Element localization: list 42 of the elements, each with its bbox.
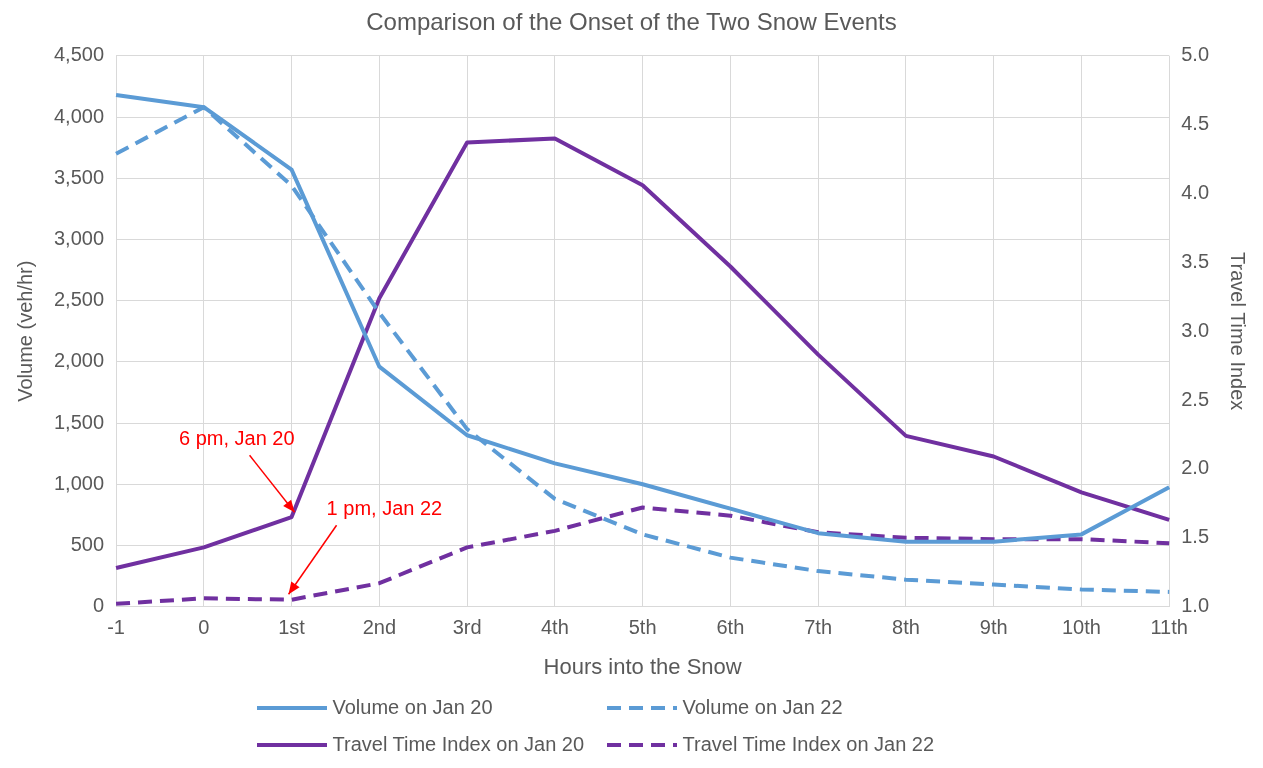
chart-title: Comparison of the Onset of the Two Snow Events bbox=[366, 8, 897, 36]
y2-tick-label: 4.5 bbox=[1181, 112, 1210, 135]
y2-tick-label: 1.5 bbox=[1181, 525, 1210, 548]
y2-tick-label: 4.0 bbox=[1181, 181, 1210, 204]
y2-tick-label: 5.0 bbox=[1181, 43, 1210, 66]
x-tick-label: 8th bbox=[892, 616, 920, 639]
x-tick-label: 7th bbox=[804, 616, 833, 639]
y2-tick-label: 3.5 bbox=[1181, 249, 1210, 272]
y-tick-label: 1,000 bbox=[53, 471, 105, 494]
legend-label: Travel Time Index on Jan 20 bbox=[332, 733, 585, 756]
y-tick-label: 2,000 bbox=[53, 349, 105, 372]
y-tick-label: 4,500 bbox=[53, 43, 105, 66]
y-tick-label: 3,000 bbox=[53, 226, 105, 249]
y-tick-label: 2,500 bbox=[53, 288, 105, 311]
x-tick-label: 6th bbox=[716, 616, 745, 639]
x-axis-title: Hours into the Snow bbox=[543, 653, 742, 679]
x-tick-label: 4th bbox=[540, 616, 569, 639]
legend-label: Volume on Jan 22 bbox=[682, 696, 843, 719]
legend-label: Travel Time Index on Jan 22 bbox=[682, 733, 935, 756]
x-tick-label: 5th bbox=[628, 616, 657, 639]
x-tick-label: 0 bbox=[198, 616, 210, 639]
x-tick-label: 11th bbox=[1150, 616, 1188, 639]
y-tick-label: 500 bbox=[70, 532, 105, 555]
x-tick-label: 9th bbox=[979, 616, 1008, 639]
y2-axis-title: Travel Time Index bbox=[1227, 252, 1250, 411]
y-tick-label: 0 bbox=[92, 594, 105, 617]
y2-tick-label: 3.0 bbox=[1181, 318, 1210, 341]
x-tick-label: 3rd bbox=[452, 616, 482, 639]
y-tick-label: 1,500 bbox=[53, 410, 105, 433]
y-tick-label: 3,500 bbox=[53, 165, 105, 188]
x-tick-label: 1st bbox=[278, 616, 306, 639]
x-tick-label: 10th bbox=[1061, 616, 1101, 639]
x-tick-label: 2nd bbox=[362, 616, 397, 639]
y2-tick-label: 2.5 bbox=[1181, 387, 1210, 410]
y-tick-label: 4,000 bbox=[53, 104, 105, 127]
annotation: 1 pm, Jan 22 bbox=[326, 496, 443, 519]
annotation: 6 pm, Jan 20 bbox=[178, 426, 295, 449]
y2-tick-label: 2.0 bbox=[1181, 456, 1210, 479]
x-tick-label: -1 bbox=[107, 616, 125, 639]
y2-tick-label: 1.0 bbox=[1181, 594, 1210, 617]
y-axis-title: Volume (veh/hr) bbox=[13, 260, 36, 402]
legend-label: Volume on Jan 20 bbox=[332, 696, 493, 719]
